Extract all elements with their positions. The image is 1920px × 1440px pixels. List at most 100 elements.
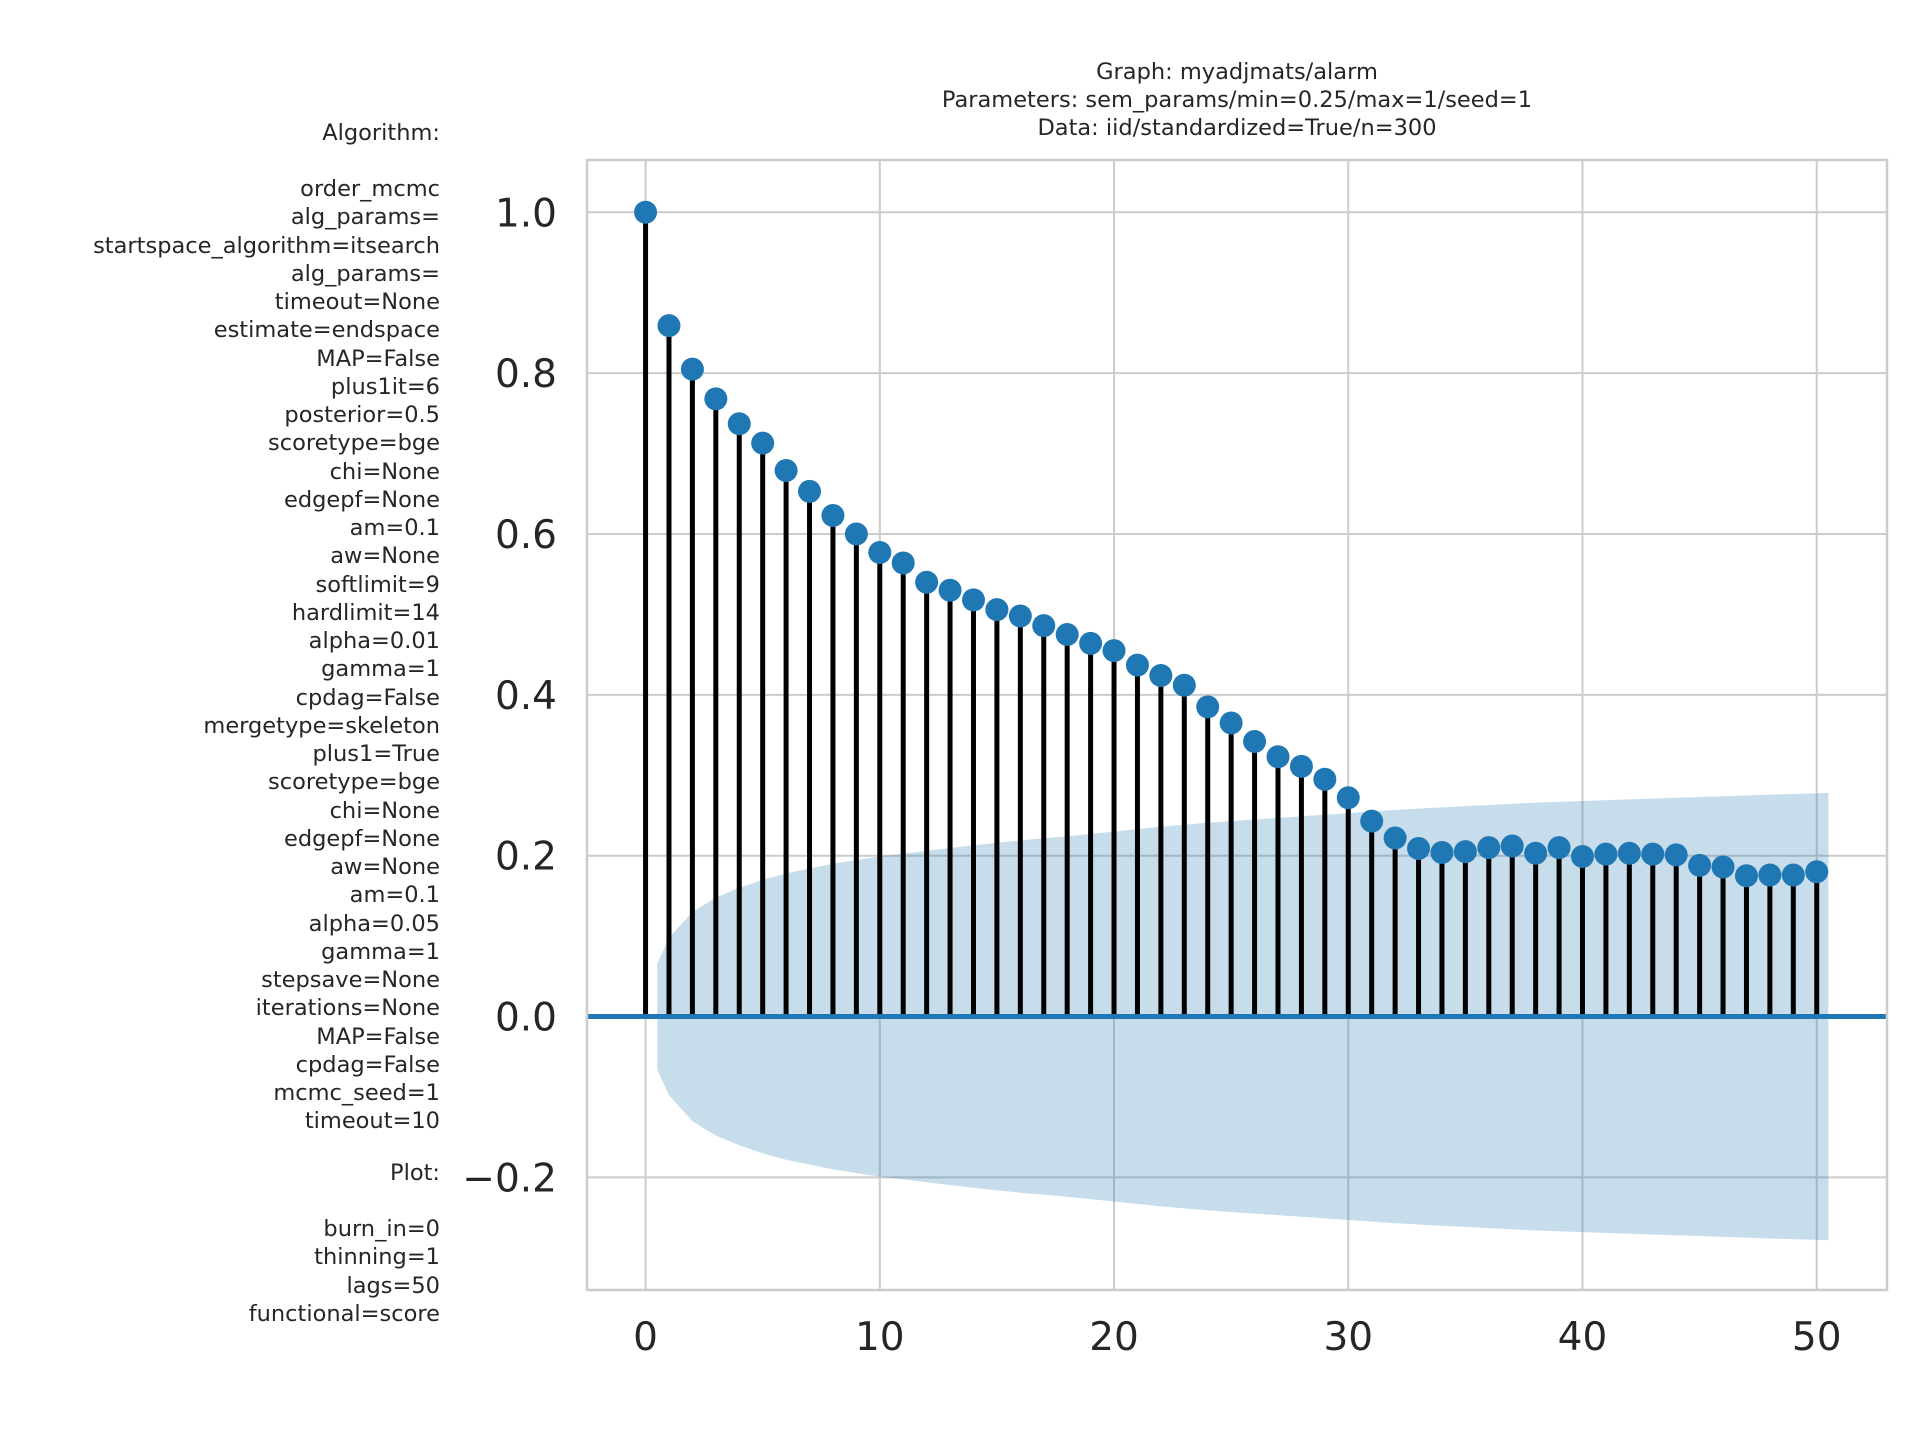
- data-point: [1360, 809, 1384, 833]
- data-point: [1219, 711, 1243, 735]
- data-point: [1008, 604, 1032, 628]
- algorithm-param: timeout=None: [274, 289, 440, 315]
- algorithm-param: cpdag=False: [295, 1051, 440, 1078]
- y-tick-label: 0.2: [495, 835, 557, 880]
- algorithm-param: aw=None: [330, 854, 440, 880]
- plot-header: Plot:: [390, 1160, 440, 1186]
- data-point: [1383, 826, 1407, 850]
- axes-frame: [585, 158, 1889, 1292]
- parameter-panel: Algorithm: order_mcmc alg_params= startspac…: [0, 0, 440, 1440]
- data-point: [1781, 863, 1805, 887]
- algorithm-param: am=0.1: [349, 515, 440, 541]
- algorithm-param: edgepf=None: [283, 486, 440, 513]
- data-point: [891, 551, 915, 575]
- data-point: [1570, 844, 1594, 868]
- data-point: [1711, 855, 1735, 879]
- algorithm-param: startspace_algorithm=itsearch: [93, 232, 440, 259]
- algorithm-param: plus1it=6: [330, 373, 440, 400]
- algorithm-param: iterations=None: [255, 995, 440, 1022]
- plot-param: burn_in=0: [323, 1216, 440, 1242]
- data-point: [704, 387, 728, 411]
- x-tick-label: 20: [1089, 1315, 1139, 1360]
- algorithm-param: estimate=endspace: [213, 317, 440, 344]
- algorithm-param: alpha=0.01: [308, 628, 440, 654]
- data-point: [774, 458, 798, 482]
- algorithm-param: order_mcmc: [300, 176, 440, 202]
- data-point: [657, 314, 681, 338]
- data-point: [1453, 840, 1477, 864]
- title-data: Data: iid/standardized=True/n=300: [1037, 115, 1437, 141]
- plot-param: functional=score: [248, 1300, 440, 1327]
- algorithm-param: alg_params=: [290, 204, 440, 231]
- algorithm-param: MAP=False: [316, 1023, 440, 1050]
- data-point: [1172, 673, 1196, 697]
- data-point: [938, 578, 962, 602]
- data-point: [1149, 664, 1173, 688]
- data-point: [1524, 841, 1548, 865]
- y-tick-label: 0.8: [495, 352, 557, 397]
- algorithm-param: stepsave=None: [261, 967, 440, 993]
- y-tick-label: 1.0: [495, 191, 557, 236]
- data-point: [1664, 843, 1688, 867]
- data-point: [844, 522, 868, 546]
- data-point: [1196, 695, 1220, 719]
- x-tick-label: 50: [1792, 1315, 1842, 1360]
- y-tick-label: 0.0: [495, 996, 557, 1041]
- algorithm-param: aw=None: [330, 543, 440, 570]
- y-tick-label: −0.2: [462, 1156, 557, 1201]
- algorithm-param: scoretype=bge: [268, 769, 440, 796]
- data-point: [868, 540, 892, 564]
- x-tick-label: 40: [1558, 1315, 1608, 1360]
- data-point: [680, 357, 704, 381]
- data-point: [1079, 631, 1103, 655]
- data-point: [798, 479, 822, 503]
- algorithm-param: chi=None: [329, 458, 440, 485]
- algorithm-param: softlimit=9: [315, 571, 441, 598]
- algorithm-header: Algorithm:: [322, 120, 440, 146]
- data-point: [727, 412, 751, 436]
- data-point: [1805, 860, 1829, 884]
- data-point: [1055, 623, 1079, 647]
- data-point: [1313, 767, 1337, 791]
- algorithm-param: cpdag=False: [295, 684, 440, 711]
- algorithm-param: scoretype=bge: [268, 430, 440, 457]
- algorithm-param: chi=None: [329, 797, 440, 824]
- data-point: [1102, 639, 1126, 663]
- y-tick-label: 0.6: [495, 513, 557, 558]
- data-point: [821, 503, 845, 527]
- data-point: [634, 200, 658, 224]
- algorithm-param: timeout=10: [304, 1108, 440, 1135]
- data-point: [1407, 836, 1431, 860]
- data-point: [751, 431, 775, 455]
- data-point: [1266, 745, 1290, 769]
- algorithm-param: am=0.1: [349, 882, 440, 909]
- data-point: [1430, 840, 1454, 864]
- data-point: [1032, 614, 1056, 638]
- x-tick-label: 0: [633, 1315, 658, 1360]
- chart-title: Graph: myadjmats/alarm Parameters: sem_p…: [587, 58, 1887, 142]
- data-point: [1125, 653, 1149, 677]
- algorithm-param: hardlimit=14: [291, 599, 440, 626]
- data-point: [1336, 786, 1360, 810]
- x-tick-label: 10: [855, 1315, 905, 1360]
- plot-param: thinning=1: [314, 1244, 440, 1271]
- data-point: [1547, 836, 1571, 860]
- data-point: [1688, 853, 1712, 877]
- algorithm-param: mcmc_seed=1: [273, 1080, 440, 1106]
- data-point: [985, 598, 1009, 622]
- data-point: [1243, 729, 1267, 753]
- data-point: [1734, 864, 1758, 888]
- plot-param: lags=50: [346, 1272, 440, 1299]
- data-point: [1594, 842, 1618, 866]
- title-parameters: Parameters: sem_params/min=0.25/max=1/se…: [941, 87, 1533, 113]
- y-tick-label: 0.4: [495, 674, 557, 719]
- title-graph: Graph: myadjmats/alarm: [1096, 59, 1378, 85]
- data-point: [1477, 836, 1501, 860]
- data-point: [1758, 863, 1782, 887]
- data-point: [961, 588, 985, 612]
- data-point: [1641, 842, 1665, 866]
- algorithm-param: alg_params=: [290, 260, 440, 287]
- algorithm-param: alpha=0.05: [308, 910, 440, 937]
- data-point: [1617, 841, 1641, 865]
